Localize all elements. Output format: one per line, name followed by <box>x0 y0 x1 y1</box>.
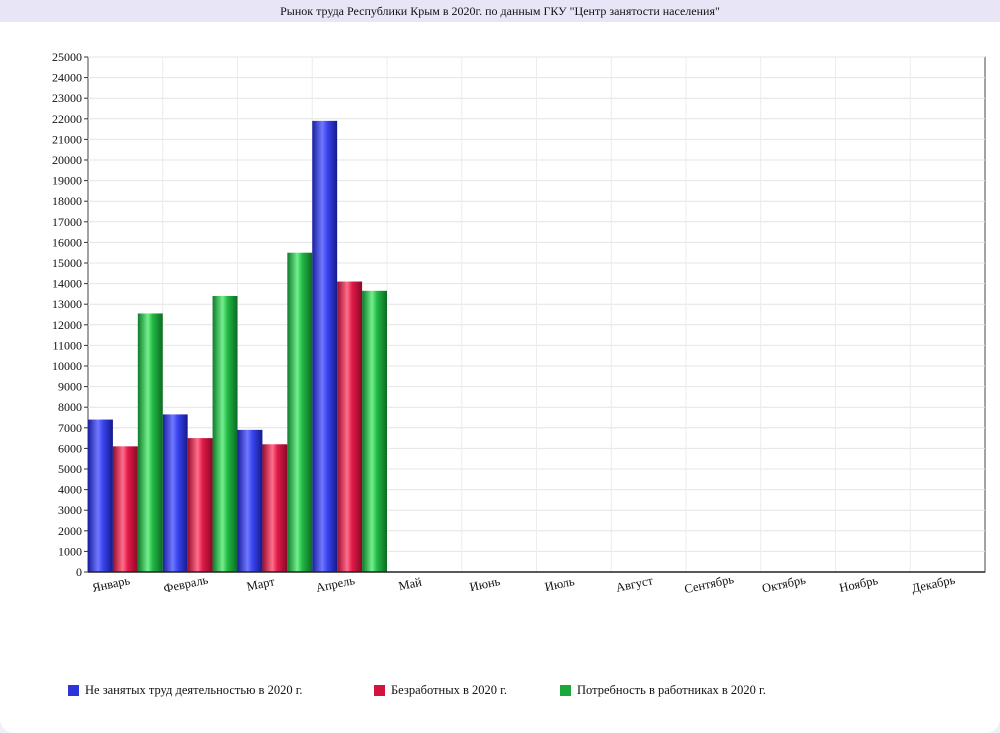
x-tick-label: Февраль <box>162 572 209 595</box>
bar-2-1 <box>112 446 138 572</box>
legend-item: Не занятых труд деятельностью в 2020 г. <box>68 680 303 700</box>
bar-2-3 <box>262 444 288 572</box>
bar-1-1 <box>88 419 113 572</box>
chart-title: Рынок труда Республики Крым в 2020г. по … <box>0 0 1000 22</box>
y-tick-label: 9000 <box>58 380 82 394</box>
legend-swatch <box>68 684 79 696</box>
y-tick-label: 24000 <box>52 71 82 85</box>
bar-3-2 <box>212 295 238 572</box>
x-tick-label: Апрель <box>315 573 357 595</box>
y-tick-label: 8000 <box>58 400 82 414</box>
y-tick-label: 23000 <box>52 91 82 105</box>
bar-3-3 <box>287 252 313 572</box>
chart-panel: 0 1000 2000 3000 4000 5000 6000 7000 8000 9000 100… <box>0 22 1000 733</box>
y-tick-label: 25000 <box>52 50 82 64</box>
legend-label: Потребность в работниках в 2020 г. <box>577 683 766 697</box>
y-tick-label: 16000 <box>52 235 82 249</box>
bar-3-4 <box>362 290 387 572</box>
y-tick-label: 21000 <box>52 132 82 146</box>
bar-1-4 <box>312 120 338 573</box>
y-tick-label: 6000 <box>58 441 82 455</box>
y-tick-label: 13000 <box>52 297 82 311</box>
x-tick-label: Август <box>615 573 655 595</box>
bar-1-2 <box>162 414 188 572</box>
legend-item: Потребность в работниках в 2020 г. <box>560 680 766 700</box>
legend-swatch <box>560 684 571 696</box>
x-tick-label: Январь <box>91 573 132 595</box>
x-tick-label: Июнь <box>468 574 501 594</box>
legend-label: Безработных в 2020 г. <box>391 683 507 697</box>
bar-1-3 <box>237 429 263 572</box>
y-tick-label: 20000 <box>52 153 82 167</box>
y-tick-label: 15000 <box>52 256 82 270</box>
x-tick-label: Октябрь <box>761 573 808 596</box>
y-tick-label: 11000 <box>52 338 82 352</box>
y-tick-label: 5000 <box>58 462 82 476</box>
y-tick-label: 14000 <box>52 277 82 291</box>
y-tick-label: 10000 <box>52 359 82 373</box>
x-tick-label: Ноябрь <box>838 573 879 595</box>
x-tick-label: Декабрь <box>910 573 956 596</box>
legend-swatch <box>374 684 385 696</box>
y-tick-label: 2000 <box>58 524 82 538</box>
x-tick-label: Март <box>245 574 276 594</box>
legend-label: Не занятых труд деятельностью в 2020 г. <box>85 683 303 697</box>
y-tick-label: 0 <box>76 565 82 579</box>
bar-2-4 <box>337 281 363 572</box>
bar-chart: 0 1000 2000 3000 4000 5000 6000 7000 8000 9000 100… <box>52 50 986 596</box>
y-tick-label: 4000 <box>58 483 82 497</box>
legend-item: Безработных в 2020 г. <box>374 680 507 700</box>
chart-legend: Не занятых труд деятельностью в 2020 г. Б… <box>68 680 968 700</box>
y-tick-label: 19000 <box>52 174 82 188</box>
y-tick-label: 18000 <box>52 194 82 208</box>
y-tick-label: 7000 <box>58 421 82 435</box>
y-tick-label: 1000 <box>58 544 82 558</box>
x-tick-label: Май <box>397 575 423 594</box>
y-tick-label: 3000 <box>58 503 82 517</box>
y-tick-label: 17000 <box>52 215 82 229</box>
x-tick-label: Сентябрь <box>683 572 735 596</box>
bar-3-1 <box>137 313 163 572</box>
bar-2-2 <box>187 438 213 572</box>
y-tick-label: 12000 <box>52 318 82 332</box>
x-tick-label: Июль <box>543 574 576 594</box>
y-tick-label: 22000 <box>52 112 82 126</box>
